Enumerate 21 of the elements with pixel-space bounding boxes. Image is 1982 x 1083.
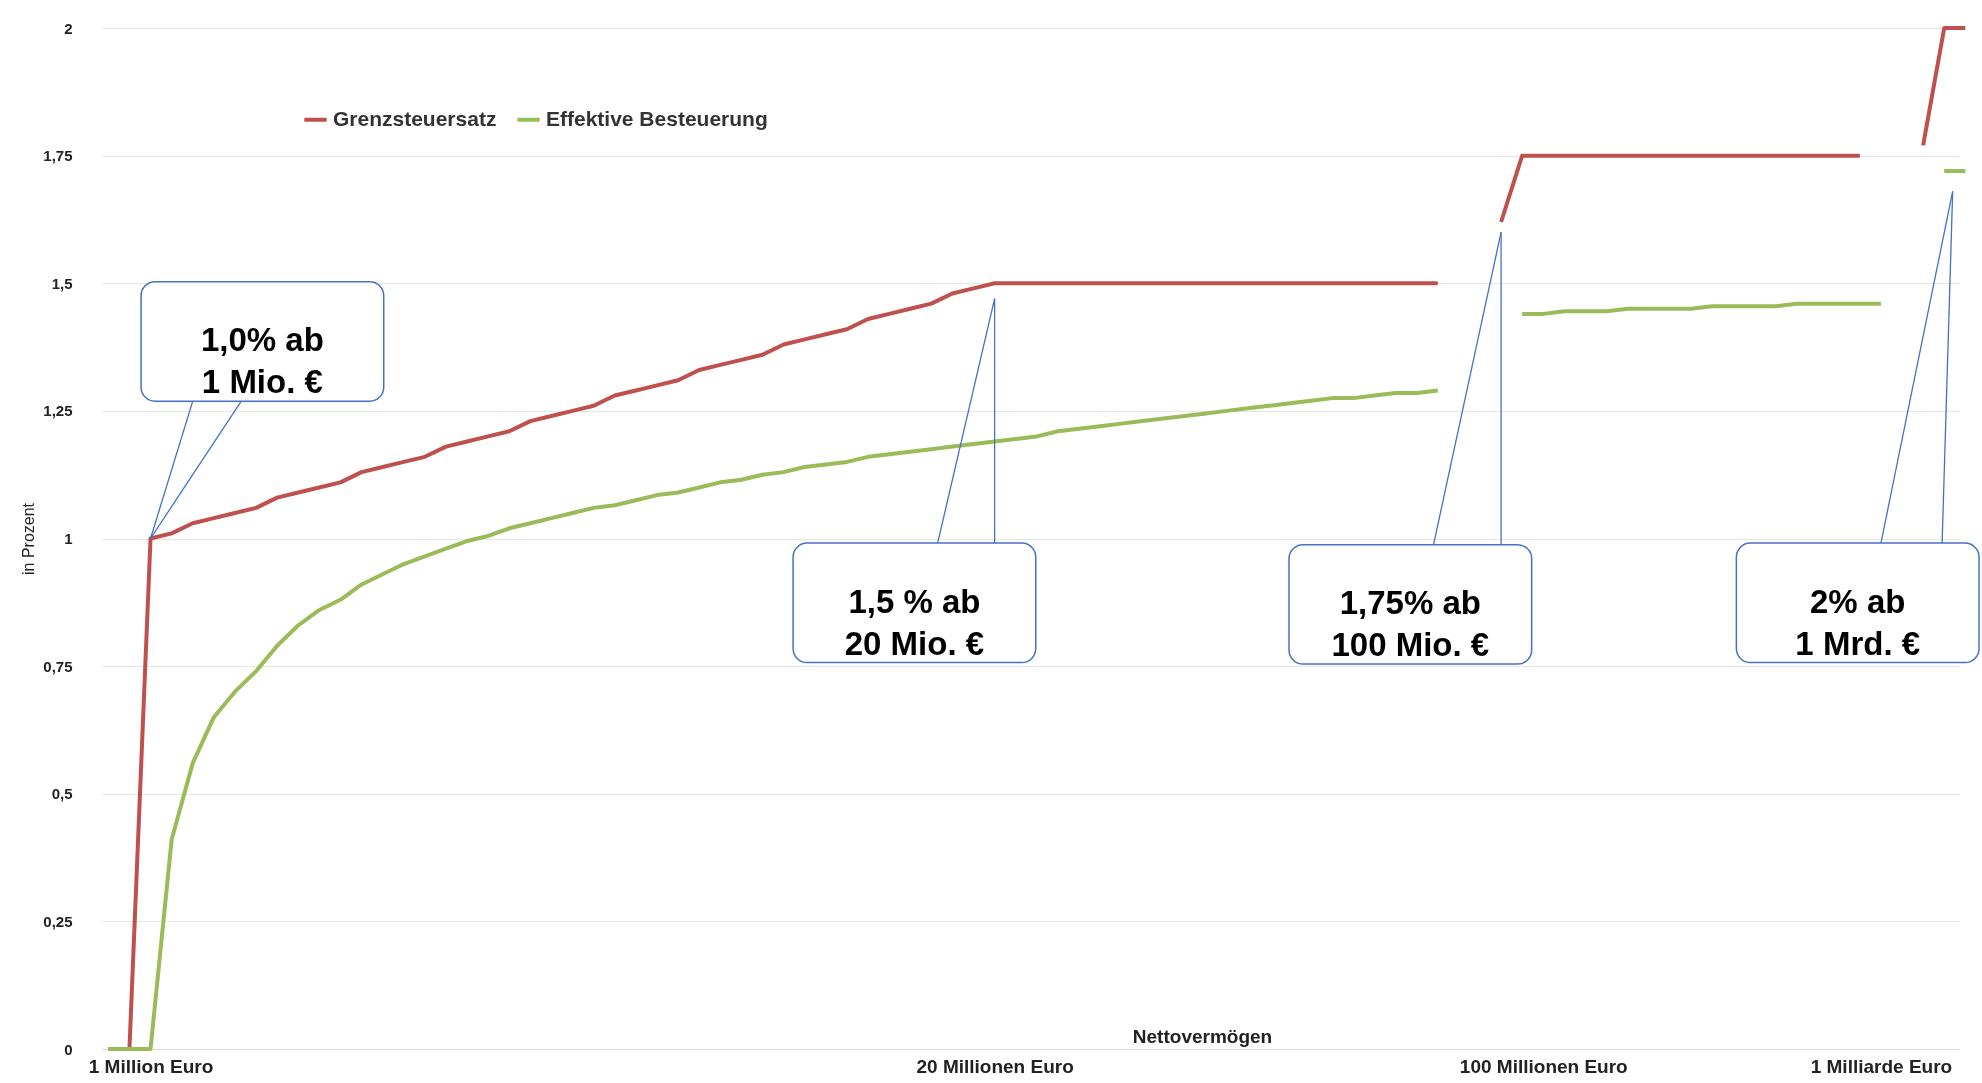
annotation: 1,5 % ab 20 Mio. €: [844, 582, 985, 662]
y-tick-label: 0,25: [43, 912, 73, 930]
y-axis-title: in Prozent: [20, 502, 38, 576]
y-tick-label: 1,5: [51, 274, 73, 292]
x-tick-label: 20 Millionen Euro: [916, 1055, 1074, 1077]
x-axis-title: Nettovermögen: [1132, 1025, 1273, 1047]
x-tick-label: 1 Million Euro: [88, 1055, 214, 1077]
x-tick-label: 1 Milliarde Euro: [1810, 1055, 1953, 1077]
y-tick-label: 2: [64, 19, 73, 37]
y-tick-label: 1: [64, 530, 73, 547]
y-tick-label: 1,25: [43, 402, 73, 420]
annotation: 1,0% ab 1 Mio. €: [200, 321, 324, 401]
y-tick-label: 1,75: [43, 147, 73, 165]
y-tick-label: 0,75: [43, 657, 73, 675]
x-tick-label: 100 Millionen Euro: [1459, 1055, 1628, 1077]
y-tick-label: 0: [64, 1040, 73, 1058]
annotation: 1,75% ab 100 Mio. €: [1331, 584, 1490, 664]
legend-label: Grenzsteuersatz: [333, 106, 497, 130]
annotation: 2% ab 1 Mrd. €: [1795, 582, 1921, 662]
y-tick-label: 0,5: [51, 785, 73, 803]
legend-label: Effektive Besteuerung: [546, 106, 768, 130]
